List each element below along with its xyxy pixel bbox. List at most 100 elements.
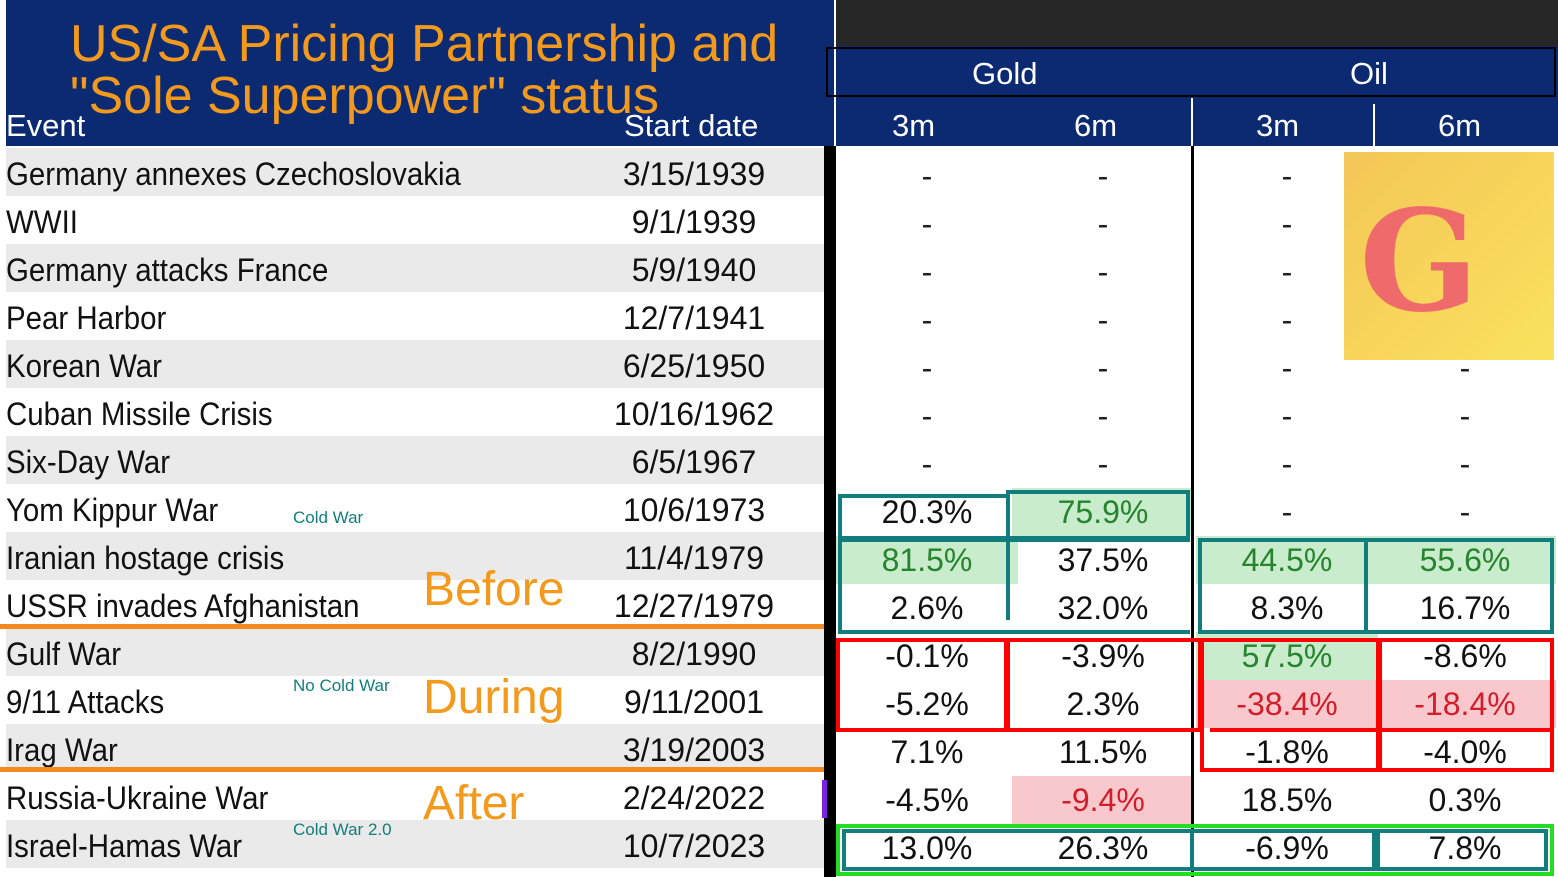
gold-6m-header: 6m: [1074, 108, 1118, 143]
gold-6m-value: -: [1097, 254, 1109, 290]
oil-6m-value: 0.3%: [1428, 782, 1502, 818]
gold-3m-value: 81.5%: [836, 536, 1018, 584]
table-row: Iranian hostage crisis 11/4/1979: [6, 532, 824, 580]
gold-6m-value: 26.3%: [1057, 830, 1149, 866]
event-name: Iranian hostage crisis: [6, 540, 285, 576]
table-row: WWII 9/1/1939: [6, 196, 824, 244]
table-row: Gulf War 8/2/1990: [6, 628, 824, 676]
event-name: USSR invades Afghanistan: [6, 588, 360, 624]
oil-3m-value: -: [1281, 158, 1293, 194]
oil-3m-value: 8.3%: [1250, 590, 1324, 626]
gold-6m-value: -: [1097, 302, 1109, 338]
tag-no-cold-war: No Cold War: [293, 676, 390, 695]
teal-divider-gold: [1006, 500, 1010, 620]
gold-3m-value: -: [921, 206, 933, 242]
tag-cold-war: Cold War: [293, 508, 364, 527]
oil-3m-value: -: [1281, 494, 1293, 530]
start-date: 11/4/1979: [624, 540, 764, 576]
event-name: Pear Harbor: [6, 300, 167, 336]
gold-3m-value: -: [921, 302, 933, 338]
start-date: 10/7/2023: [622, 828, 766, 864]
logo-letter: G: [1359, 180, 1479, 344]
table-row: 9/11 Attacks 9/11/2001: [6, 676, 824, 724]
gold-6m-value: -: [1097, 350, 1109, 386]
table-row: Israel-Hamas War 10/7/2023: [6, 820, 824, 868]
teal-box-oil-1979: [1198, 538, 1554, 634]
gold-group-header: Gold: [972, 56, 1038, 91]
table-row: Pear Harbor 12/7/1941: [6, 292, 824, 340]
oil-3m-value: 18.5%: [1241, 782, 1333, 818]
table-row: Yom Kippur War 10/6/1973: [6, 484, 824, 532]
start-date: 5/9/1940: [631, 252, 757, 288]
tag-cold-war-2: Cold War 2.0: [293, 820, 392, 839]
gold-3m-value: 7.1%: [890, 734, 964, 770]
oil-6m-value: -18.4%: [1374, 680, 1556, 728]
gold-g-logo: G: [1344, 152, 1554, 360]
start-date: 3/15/1939: [622, 156, 766, 192]
teal-box-gold-6m-1973: [1006, 490, 1190, 540]
oil-3m-value: -: [1281, 446, 1293, 482]
table-row: Germany attacks France 5/9/1940: [6, 244, 824, 292]
event-name: Korean War: [6, 348, 162, 384]
table-row: Cuban Missile Crisis 10/16/1962: [6, 388, 824, 436]
gold-oil-header-box: [826, 47, 1556, 97]
gold-3m-value: 20.3%: [881, 494, 973, 530]
gold-3m-value: -: [921, 254, 933, 290]
event-name: Cuban Missile Crisis: [6, 396, 273, 432]
gold-6m-value: 75.9%: [1012, 488, 1194, 536]
gold-3m-value: -: [921, 398, 933, 434]
event-name: WWII: [6, 204, 78, 240]
oil-6m-header: 6m: [1438, 108, 1482, 143]
oil-3m-value: -: [1281, 206, 1293, 242]
era-label-before: Before: [423, 563, 565, 616]
oil-6m-value: -: [1459, 350, 1471, 386]
gold-6m-value: 2.3%: [1066, 686, 1140, 722]
gold-6m-value: -: [1097, 446, 1109, 482]
oil-6m-value: -: [1459, 494, 1471, 530]
start-date: 9/11/2001: [624, 684, 764, 720]
event-name: Yom Kippur War: [6, 492, 219, 528]
oil-3m-value: -6.9%: [1245, 830, 1329, 866]
oil-group-header: Oil: [1350, 56, 1388, 91]
oil-3m-value: -: [1281, 254, 1293, 290]
oil-3m-value: -: [1281, 302, 1293, 338]
event-name: Russia-Ukraine War: [6, 780, 269, 816]
gold-3m-value: -: [921, 446, 933, 482]
start-date: 12/7/1941: [622, 300, 766, 336]
era-divider-before: [0, 624, 824, 629]
gold-6m-value: -: [1097, 206, 1109, 242]
oil-3m-value: -38.4%: [1196, 680, 1378, 728]
era-divider-after: [0, 767, 824, 772]
table-left-border: [824, 146, 836, 877]
gold-6m-value: 37.5%: [1057, 542, 1149, 578]
gold-3m-value: -: [921, 350, 933, 386]
start-date-column-header: Start date: [624, 108, 759, 143]
event-name: Israel-Hamas War: [6, 828, 243, 864]
event-name: Gulf War: [6, 636, 122, 672]
red-box-gold-gulf: [836, 638, 1008, 732]
gold-oil-divider: [1191, 146, 1194, 877]
gold-3m-value: 13.0%: [881, 830, 973, 866]
gold-3m-header: 3m: [892, 108, 936, 143]
start-date: 12/27/1979: [613, 588, 775, 624]
event-name: 9/11 Attacks: [6, 684, 165, 720]
gold-3m-value: -: [921, 158, 933, 194]
teal-box-2023: [842, 829, 1548, 871]
teal-divider-oil: [1364, 540, 1368, 630]
red-line-mid: [1210, 728, 1550, 732]
start-date: 6/25/1950: [622, 348, 766, 384]
gold-6m-value: -3.9%: [1061, 638, 1145, 674]
table-row: Six-Day War 6/5/1967: [6, 436, 824, 484]
page-title-line-2: "Sole Superpower" status: [70, 67, 660, 125]
start-date: 8/2/1990: [631, 636, 757, 672]
oil-3m-value: -1.8%: [1245, 734, 1329, 770]
era-label-after: After: [423, 777, 525, 830]
gold-3m-value: 2.6%: [890, 590, 964, 626]
gold-6m-value: -: [1097, 398, 1109, 434]
era-label-during: During: [423, 671, 565, 724]
table-row: Korean War 6/25/1950: [6, 340, 824, 388]
page-title-line-1: US/SA Pricing Partnership and: [70, 15, 779, 73]
table-row: Russia-Ukraine War 2/24/2022: [6, 772, 824, 820]
table-row: Germany annexes Czechoslovakia 3/15/1939: [6, 148, 824, 196]
purple-marker: [822, 780, 827, 818]
